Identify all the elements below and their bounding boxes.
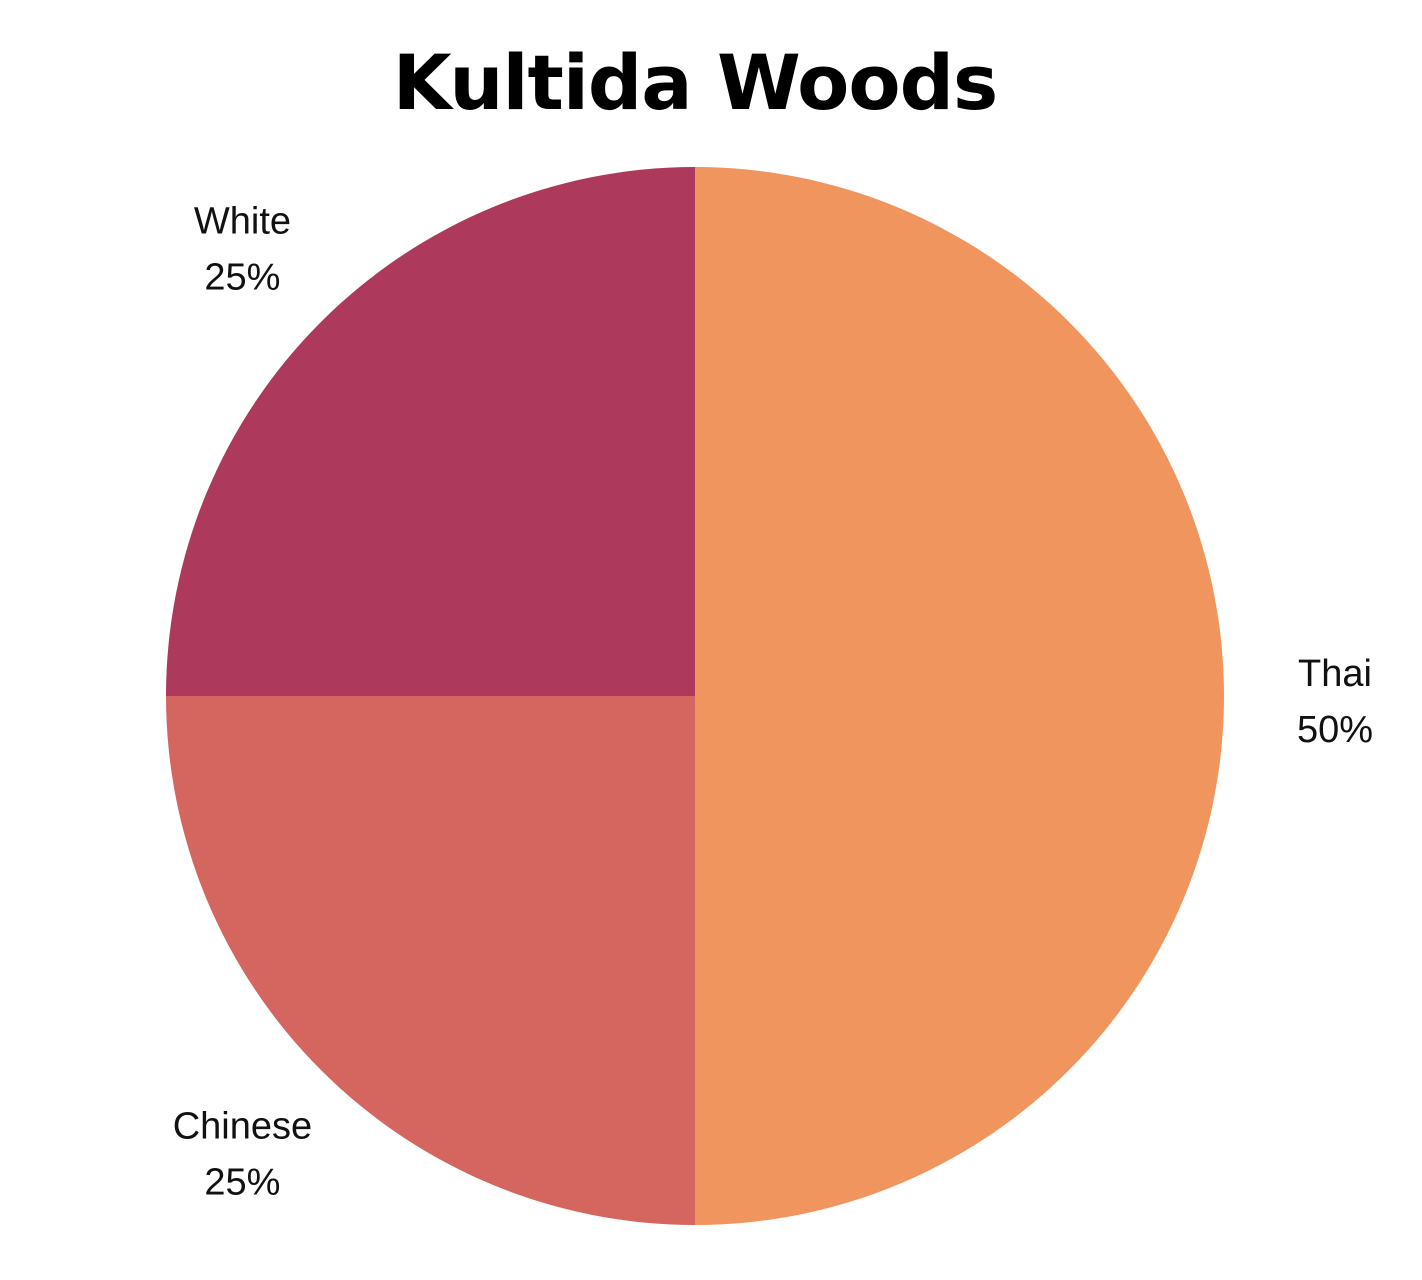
pie-slice-white [166,167,695,696]
slice-label-white: White [194,200,291,242]
slice-label-chinese: Chinese [173,1106,312,1148]
pie-labels: Thai 50% Chinese 25% White 25% [173,200,1373,1203]
chart-title: Kultida Woods [392,38,998,127]
slice-value-thai: 50% [1297,709,1373,751]
pie-slice-chinese [166,696,695,1225]
slice-value-chinese: 25% [204,1162,280,1204]
pie-slice-thai [695,167,1224,1225]
pie-slices [166,167,1224,1225]
slice-value-white: 25% [204,256,280,298]
slice-label-thai: Thai [1298,653,1372,695]
